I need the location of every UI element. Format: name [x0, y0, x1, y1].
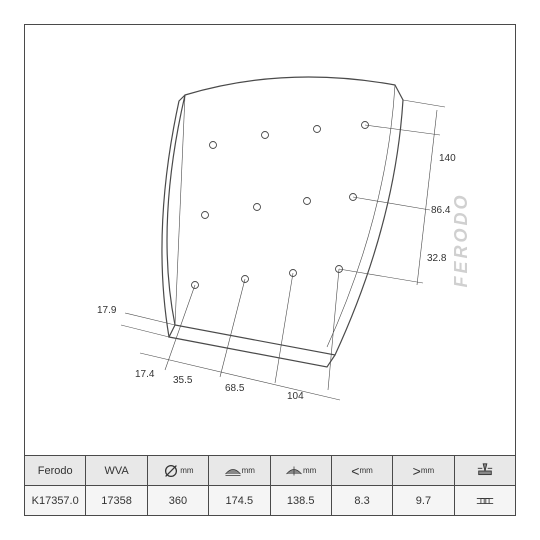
hdr-max: >mm — [393, 456, 454, 485]
dim-y2: 86.4 — [431, 205, 450, 216]
dim-y3: 140 — [439, 153, 456, 164]
dim-y1: 32.8 — [427, 253, 446, 264]
part-drawing — [25, 25, 515, 455]
table-header-row: Ferodo WVA mm mm mm <mm >mm — [25, 456, 515, 486]
dim-x2: 35.5 — [173, 375, 192, 386]
dim-thickness: 17.9 — [97, 305, 116, 316]
section-icon — [476, 492, 494, 510]
val-drill — [455, 486, 515, 515]
hdr-min: <mm — [332, 456, 393, 485]
drawing-area: FERODO — [25, 25, 515, 455]
val-ferodo: K17357.0 — [25, 486, 86, 515]
dim-x3: 68.5 — [225, 383, 244, 394]
dim-x4: 104 — [287, 391, 304, 402]
val-height: 138.5 — [271, 486, 332, 515]
hdr-width: mm — [209, 456, 270, 485]
hdr-wva: WVA — [86, 456, 147, 485]
val-width: 174.5 — [209, 486, 270, 515]
drill-icon — [476, 462, 494, 480]
hdr-height: mm — [271, 456, 332, 485]
arc-height-icon — [285, 462, 303, 480]
hdr-ferodo: Ferodo — [25, 456, 86, 485]
val-diameter: 360 — [148, 486, 209, 515]
table-data-row: K17357.0 17358 360 174.5 138.5 8.3 9.7 — [25, 486, 515, 515]
spec-table: Ferodo WVA mm mm mm <mm >mm — [25, 455, 515, 515]
hdr-drill — [455, 456, 515, 485]
val-min: 8.3 — [332, 486, 393, 515]
arc-width-icon — [224, 462, 242, 480]
dim-x1: 17.4 — [135, 369, 154, 380]
val-wva: 17358 — [86, 486, 147, 515]
diameter-icon — [162, 462, 180, 480]
hdr-diameter: mm — [148, 456, 209, 485]
val-max: 9.7 — [393, 486, 454, 515]
diagram-frame: FERODO — [24, 24, 516, 516]
